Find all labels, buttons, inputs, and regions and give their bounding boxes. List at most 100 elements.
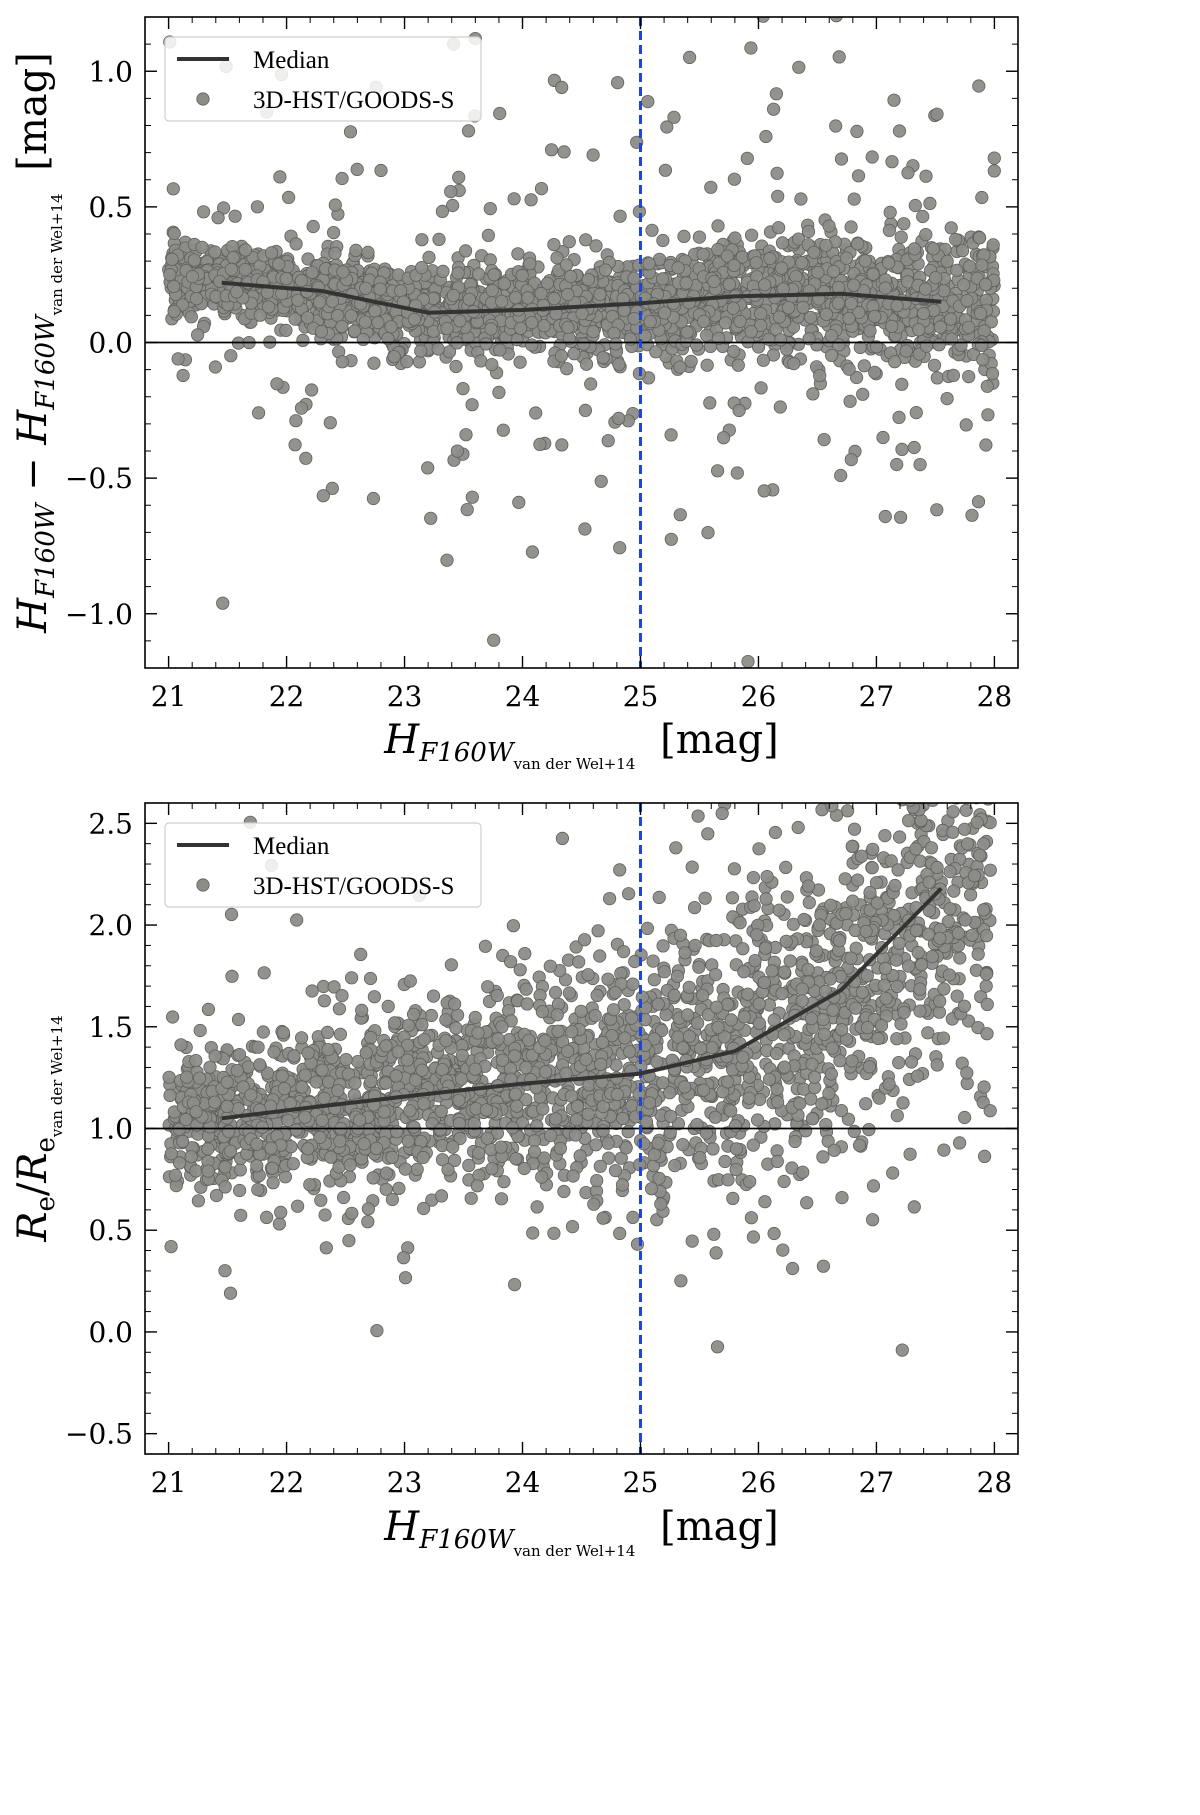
data-point [273, 170, 287, 184]
data-point [865, 1213, 880, 1227]
data-point [780, 890, 794, 904]
data-point [520, 997, 534, 1011]
data-point [701, 525, 715, 540]
data-point [535, 1005, 550, 1019]
data-point [967, 739, 979, 751]
data-point [521, 291, 535, 305]
data-point [415, 260, 429, 275]
data-point [722, 277, 737, 291]
data-point [601, 1136, 615, 1150]
data-point [985, 366, 1000, 381]
data-point [692, 960, 706, 974]
data-point [971, 779, 983, 791]
data-point [279, 323, 293, 337]
data-point [162, 1070, 176, 1084]
data-point [403, 1104, 417, 1118]
data-point [363, 971, 378, 986]
data-point [890, 299, 904, 313]
data-point [909, 405, 923, 420]
data-point [462, 1158, 476, 1173]
data-point [877, 781, 889, 793]
data-point [953, 951, 967, 965]
data-point [544, 1128, 558, 1143]
data-point [407, 1120, 421, 1134]
data-point [907, 242, 922, 256]
data-point [208, 360, 222, 374]
data-point [650, 1055, 664, 1069]
data-point [289, 414, 303, 428]
data-point [866, 267, 880, 281]
data-point [748, 953, 762, 968]
y-axis-label: HF160W − HF160Wvan der Wel+14 [mag] [10, 52, 66, 634]
data-point [949, 758, 961, 770]
data-point [940, 391, 954, 406]
data-point [772, 310, 787, 324]
data-point [881, 256, 896, 270]
data-point [325, 294, 339, 308]
data-point [983, 863, 997, 877]
data-point [913, 457, 927, 472]
data-point [358, 315, 372, 329]
data-point [259, 1210, 274, 1225]
data-point [896, 1096, 910, 1110]
data-point [975, 258, 989, 272]
data-point [759, 129, 773, 144]
data-point [450, 1008, 465, 1022]
data-point [771, 189, 785, 203]
data-point [317, 1091, 331, 1106]
data-point [983, 1104, 997, 1118]
data-point [822, 1086, 836, 1101]
data-point [578, 403, 593, 417]
data-point [816, 1150, 830, 1164]
data-point [373, 282, 387, 296]
data-point [775, 987, 789, 1001]
data-point [656, 233, 670, 248]
data-point [863, 728, 875, 740]
data-point [979, 438, 993, 452]
data-point [908, 198, 922, 213]
data-point [853, 340, 867, 355]
data-point [664, 428, 678, 442]
data-point [890, 1109, 904, 1123]
data-point [750, 1113, 765, 1127]
data-point [166, 182, 180, 196]
data-point [197, 205, 211, 219]
data-point [758, 1195, 772, 1209]
data-point [201, 1002, 215, 1017]
data-point [679, 276, 693, 290]
data-point [848, 1001, 863, 1015]
data-point [669, 841, 683, 855]
data-point [903, 1147, 917, 1161]
data-point [730, 466, 744, 480]
data-point [434, 1189, 449, 1203]
data-point [659, 1008, 673, 1022]
data-point [452, 170, 466, 184]
data-point [779, 860, 793, 875]
data-point [796, 300, 810, 314]
data-point [518, 946, 532, 961]
data-point [563, 1468, 575, 1480]
data-point [976, 903, 991, 917]
data-point [300, 311, 315, 325]
data-point [965, 766, 977, 778]
data-point [530, 1200, 544, 1214]
data-point [978, 742, 990, 754]
data-point [682, 50, 697, 65]
data-point [288, 438, 302, 452]
data-point [562, 986, 577, 1000]
data-point [987, 151, 1001, 165]
data-point [493, 106, 507, 121]
data-point [445, 198, 460, 213]
data-point [934, 760, 946, 772]
data-point [895, 1343, 909, 1357]
data-point [980, 632, 992, 644]
data-point [617, 998, 631, 1012]
data-point [578, 522, 592, 536]
data-point [555, 438, 569, 452]
data-point [589, 239, 603, 253]
data-point [807, 245, 821, 259]
data-point [819, 307, 834, 321]
data-point [890, 979, 904, 994]
data-point [678, 946, 692, 960]
data-point [250, 1159, 264, 1173]
